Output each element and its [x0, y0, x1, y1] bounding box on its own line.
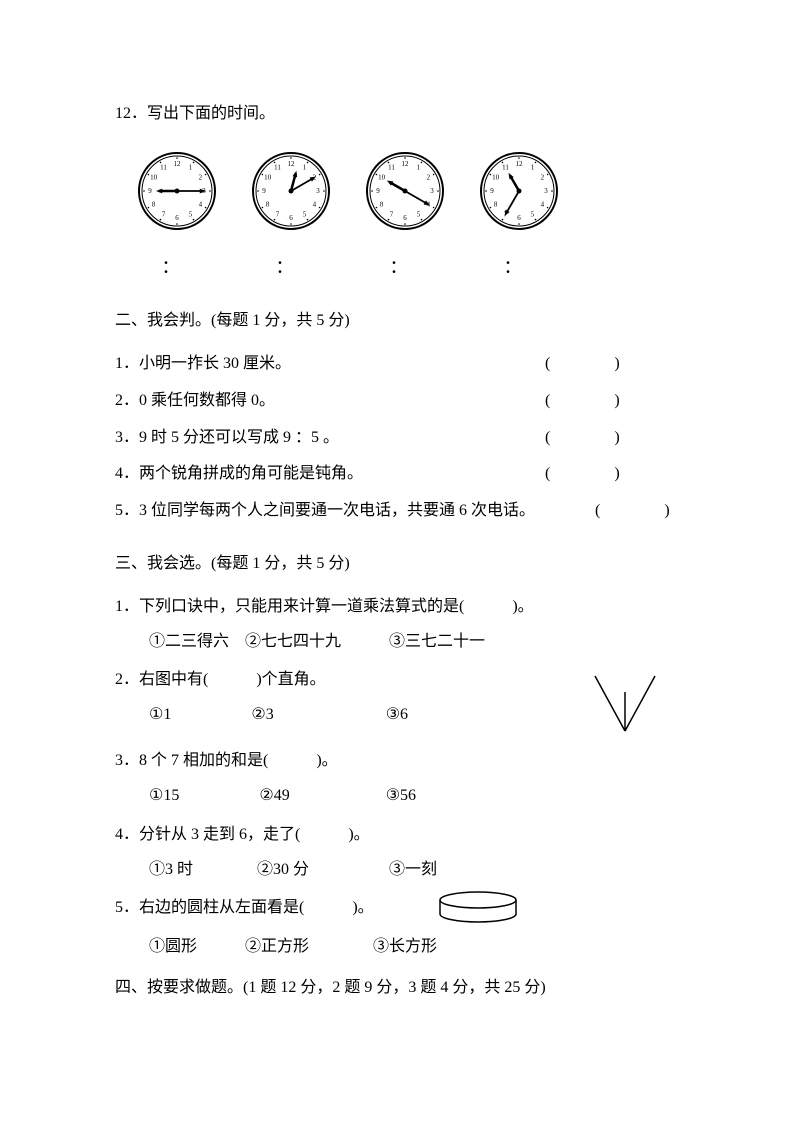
- svg-text:10: 10: [150, 173, 158, 181]
- svg-text:10: 10: [264, 173, 272, 181]
- tf-paren: ( ): [545, 460, 620, 489]
- tf-paren: ( ): [545, 387, 620, 416]
- svg-text:9: 9: [376, 187, 380, 195]
- svg-text:10: 10: [492, 173, 500, 181]
- svg-text:1: 1: [531, 163, 535, 171]
- svg-text:9: 9: [148, 187, 152, 195]
- svg-text:7: 7: [276, 210, 280, 218]
- svg-text:9: 9: [490, 187, 494, 195]
- svg-text:2: 2: [541, 173, 545, 181]
- svg-text:1: 1: [417, 163, 421, 171]
- svg-text:11: 11: [274, 163, 281, 171]
- s3-q2-stem: 2．右图中有( )个直角。: [115, 666, 545, 695]
- s3-q4-stem: 4．分针从 3 走到 6，走了( )。: [115, 821, 678, 850]
- time-blank: ：: [504, 251, 535, 283]
- s3-q3-opts: ①15 ②49 ③56: [149, 782, 678, 811]
- svg-text:11: 11: [388, 163, 395, 171]
- tf-text: 4．两个锐角拼成的角可能是钝角。: [115, 460, 545, 489]
- clock-icon: 123456789101112: [135, 149, 219, 233]
- svg-text:6: 6: [403, 214, 407, 222]
- clock-item: 123456789101112：: [249, 149, 333, 283]
- tf-text: 5．3 位同学每两个人之间要通一次电话，共要通 6 次电话。: [115, 497, 595, 526]
- svg-text:3: 3: [316, 187, 320, 195]
- s3-q5-row: 5．右边的圆柱从左面看是( )。: [115, 894, 678, 937]
- svg-text:2: 2: [199, 173, 203, 181]
- q12-title: 12．写出下面的时间。: [115, 100, 678, 129]
- section4-title: 四、按要求做题。(1 题 12 分，2 题 9 分，3 题 4 分，共 25 分…: [115, 974, 678, 1003]
- section3-title: 三、我会选。(每题 1 分，共 5 分): [115, 550, 678, 579]
- s3-q3-stem: 3．8 个 7 相加的和是( )。: [115, 747, 678, 776]
- tf-text: 2．0 乘任何数都得 0。: [115, 387, 545, 416]
- svg-text:8: 8: [494, 200, 498, 208]
- s3-q5-figure: [433, 890, 523, 937]
- svg-text:12: 12: [174, 160, 182, 168]
- s3-q5-opts: ①圆形 ②正方形 ③长方形: [149, 933, 678, 962]
- svg-text:3: 3: [430, 187, 434, 195]
- section2-title: 二、我会判。(每题 1 分，共 5 分): [115, 307, 678, 336]
- tf-row: 4．两个锐角拼成的角可能是钝角。( ): [115, 460, 678, 489]
- tf-row: 5．3 位同学每两个人之间要通一次电话，共要通 6 次电话。( ): [115, 497, 678, 526]
- svg-text:1: 1: [303, 163, 307, 171]
- svg-text:5: 5: [531, 210, 535, 218]
- svg-text:12: 12: [288, 160, 296, 168]
- svg-text:8: 8: [380, 200, 384, 208]
- svg-text:11: 11: [502, 163, 509, 171]
- clock-item: 123456789101112：: [135, 149, 219, 283]
- svg-text:7: 7: [162, 210, 166, 218]
- svg-text:9: 9: [262, 187, 266, 195]
- s3-q2-figure: [585, 666, 665, 747]
- clock-item: 123456789101112：: [363, 149, 447, 283]
- time-blank: ：: [390, 251, 421, 283]
- tf-text: 1．小明一拃长 30 厘米。: [115, 350, 545, 379]
- svg-text:12: 12: [516, 160, 524, 168]
- s3-q1-opts: ①二三得六 ②七七四十九 ③三七二十一: [149, 628, 678, 657]
- time-blank: ：: [276, 251, 307, 283]
- svg-text:6: 6: [175, 214, 179, 222]
- svg-text:4: 4: [541, 200, 545, 208]
- tf-paren: ( ): [595, 497, 670, 526]
- s3-q1-stem: 1．下列口诀中，只能用来计算一道乘法算式的是( )。: [115, 593, 678, 622]
- tf-text: 3．9 时 5 分还可以写成 9 ：5 。: [115, 424, 545, 453]
- clock-icon: 123456789101112: [249, 149, 333, 233]
- svg-text:3: 3: [544, 187, 548, 195]
- clocks-row: 123456789101112： 123456789101112： 123456…: [135, 149, 678, 283]
- svg-text:2: 2: [427, 173, 431, 181]
- tf-paren: ( ): [545, 424, 620, 453]
- svg-text:6: 6: [289, 214, 293, 222]
- svg-text:10: 10: [378, 173, 386, 181]
- clock-icon: 123456789101112: [477, 149, 561, 233]
- svg-text:8: 8: [152, 200, 156, 208]
- s3-q2-row: 2．右图中有( )个直角。 ①1 ②3 ③6: [115, 666, 678, 747]
- svg-text:12: 12: [402, 160, 410, 168]
- s3-q4-opts: ①3 时 ②30 分 ③一刻: [149, 856, 678, 885]
- s3-q2-opts: ①1 ②3 ③6: [149, 701, 545, 730]
- page-root: 12．写出下面的时间。 123456789101112： 12345678910…: [0, 0, 793, 1077]
- svg-text:5: 5: [189, 210, 193, 218]
- s3-q5-stem: 5．右边的圆柱从左面看是( )。: [115, 894, 415, 923]
- svg-text:8: 8: [266, 200, 270, 208]
- svg-text:7: 7: [390, 210, 394, 218]
- svg-text:11: 11: [160, 163, 167, 171]
- svg-text:4: 4: [313, 200, 317, 208]
- clock-item: 123456789101112：: [477, 149, 561, 283]
- tf-row: 1．小明一拃长 30 厘米。( ): [115, 350, 678, 379]
- cylinder-icon: [433, 890, 523, 926]
- svg-text:5: 5: [417, 210, 421, 218]
- tf-paren: ( ): [545, 350, 620, 379]
- clock-icon: 123456789101112: [363, 149, 447, 233]
- section2-list: 1．小明一拃长 30 厘米。( )2．0 乘任何数都得 0。( )3．9 时 5…: [115, 350, 678, 526]
- tf-row: 3．9 时 5 分还可以写成 9 ：5 。( ): [115, 424, 678, 453]
- svg-text:1: 1: [189, 163, 193, 171]
- time-blank: ：: [162, 251, 193, 283]
- svg-text:6: 6: [517, 214, 521, 222]
- svg-text:4: 4: [199, 200, 203, 208]
- svg-text:5: 5: [303, 210, 307, 218]
- angle-figure-icon: [585, 666, 665, 736]
- tf-row: 2．0 乘任何数都得 0。( ): [115, 387, 678, 416]
